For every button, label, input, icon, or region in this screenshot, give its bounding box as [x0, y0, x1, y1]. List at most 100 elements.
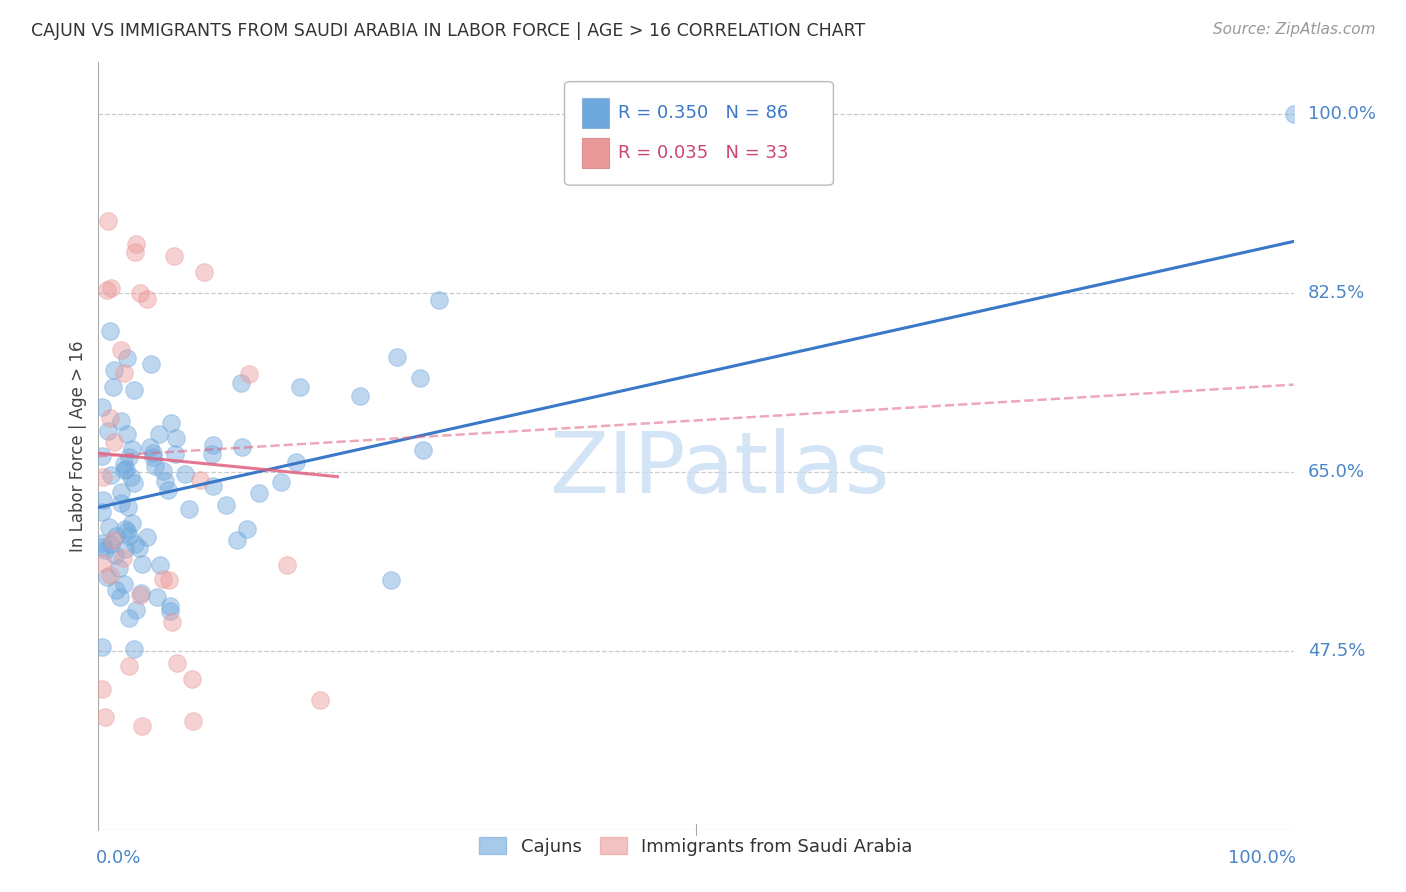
Point	[103, 434, 125, 449]
Point	[94, 542, 117, 557]
Point	[412, 442, 434, 457]
Point	[380, 573, 402, 587]
Point	[159, 416, 181, 430]
Point	[177, 501, 200, 516]
Point	[97, 214, 120, 228]
Point	[149, 558, 172, 572]
Text: 100.0%: 100.0%	[1227, 849, 1296, 867]
Point	[115, 427, 138, 442]
Point	[387, 350, 409, 364]
Point	[120, 470, 142, 484]
Point	[121, 442, 143, 456]
Point	[142, 450, 165, 464]
Point	[108, 560, 131, 574]
Point	[309, 693, 332, 707]
Point	[91, 450, 114, 464]
Point	[112, 577, 135, 591]
Point	[114, 522, 136, 536]
Text: R = 0.035   N = 33: R = 0.035 N = 33	[619, 144, 789, 162]
Point	[284, 455, 307, 469]
Point	[122, 476, 145, 491]
Point	[215, 498, 238, 512]
Point	[118, 611, 141, 625]
Point	[91, 556, 114, 570]
Point	[117, 529, 139, 543]
Point	[91, 541, 114, 555]
Point	[152, 464, 174, 478]
Point	[100, 467, 122, 482]
Point	[290, 380, 312, 394]
Point	[153, 474, 176, 488]
Point	[188, 473, 211, 487]
Point	[202, 479, 225, 493]
Point	[91, 469, 114, 483]
Point	[110, 485, 132, 500]
Point	[226, 533, 249, 547]
Point	[110, 414, 132, 428]
FancyBboxPatch shape	[582, 98, 609, 128]
Point	[247, 485, 270, 500]
Point	[91, 400, 114, 414]
Point	[91, 535, 114, 549]
Point	[131, 557, 153, 571]
Point	[135, 293, 157, 307]
Text: 65.0%: 65.0%	[1308, 463, 1365, 481]
Point	[129, 286, 152, 301]
Point	[103, 363, 125, 377]
Point	[138, 440, 160, 454]
Text: 82.5%: 82.5%	[1308, 284, 1365, 301]
Text: ZIPatlas: ZIPatlas	[550, 427, 890, 510]
Point	[124, 245, 146, 260]
Point	[238, 367, 260, 381]
Point	[163, 249, 186, 263]
Text: R = 0.350   N = 86: R = 0.350 N = 86	[619, 104, 789, 122]
Point	[201, 447, 224, 461]
Point	[97, 425, 120, 439]
Point	[349, 389, 371, 403]
FancyBboxPatch shape	[582, 138, 609, 168]
Point	[141, 357, 163, 371]
Point	[98, 520, 121, 534]
Point	[131, 586, 153, 600]
Point	[128, 541, 150, 555]
Point	[174, 467, 197, 481]
Point	[101, 533, 124, 548]
Point	[104, 549, 127, 563]
Point	[276, 558, 298, 572]
Point	[166, 657, 188, 671]
Point	[157, 483, 180, 497]
Point	[117, 500, 139, 514]
Point	[229, 376, 252, 391]
Point	[181, 714, 204, 728]
Point	[118, 450, 141, 464]
Point	[115, 351, 138, 366]
Point	[180, 672, 202, 686]
Text: Source: ZipAtlas.com: Source: ZipAtlas.com	[1212, 22, 1375, 37]
Point	[105, 529, 128, 543]
Point	[148, 426, 170, 441]
Point	[98, 325, 121, 339]
Point	[94, 710, 117, 724]
Point	[236, 522, 259, 536]
FancyBboxPatch shape	[565, 81, 834, 186]
Point	[128, 588, 150, 602]
Point	[409, 370, 432, 384]
Point	[270, 475, 292, 489]
Point	[100, 281, 122, 295]
Point	[98, 568, 121, 582]
Point	[145, 458, 167, 473]
Point	[114, 541, 136, 556]
Point	[202, 437, 225, 451]
Point	[152, 573, 174, 587]
Point	[159, 599, 181, 614]
Legend: Cajuns, Immigrants from Saudi Arabia: Cajuns, Immigrants from Saudi Arabia	[472, 830, 920, 863]
Point	[122, 642, 145, 657]
Point	[91, 640, 114, 654]
Point	[163, 447, 186, 461]
Point	[91, 492, 114, 507]
Point	[112, 551, 135, 566]
Point	[160, 615, 183, 630]
Point	[117, 659, 139, 673]
Point	[131, 719, 153, 733]
Point	[112, 463, 135, 477]
